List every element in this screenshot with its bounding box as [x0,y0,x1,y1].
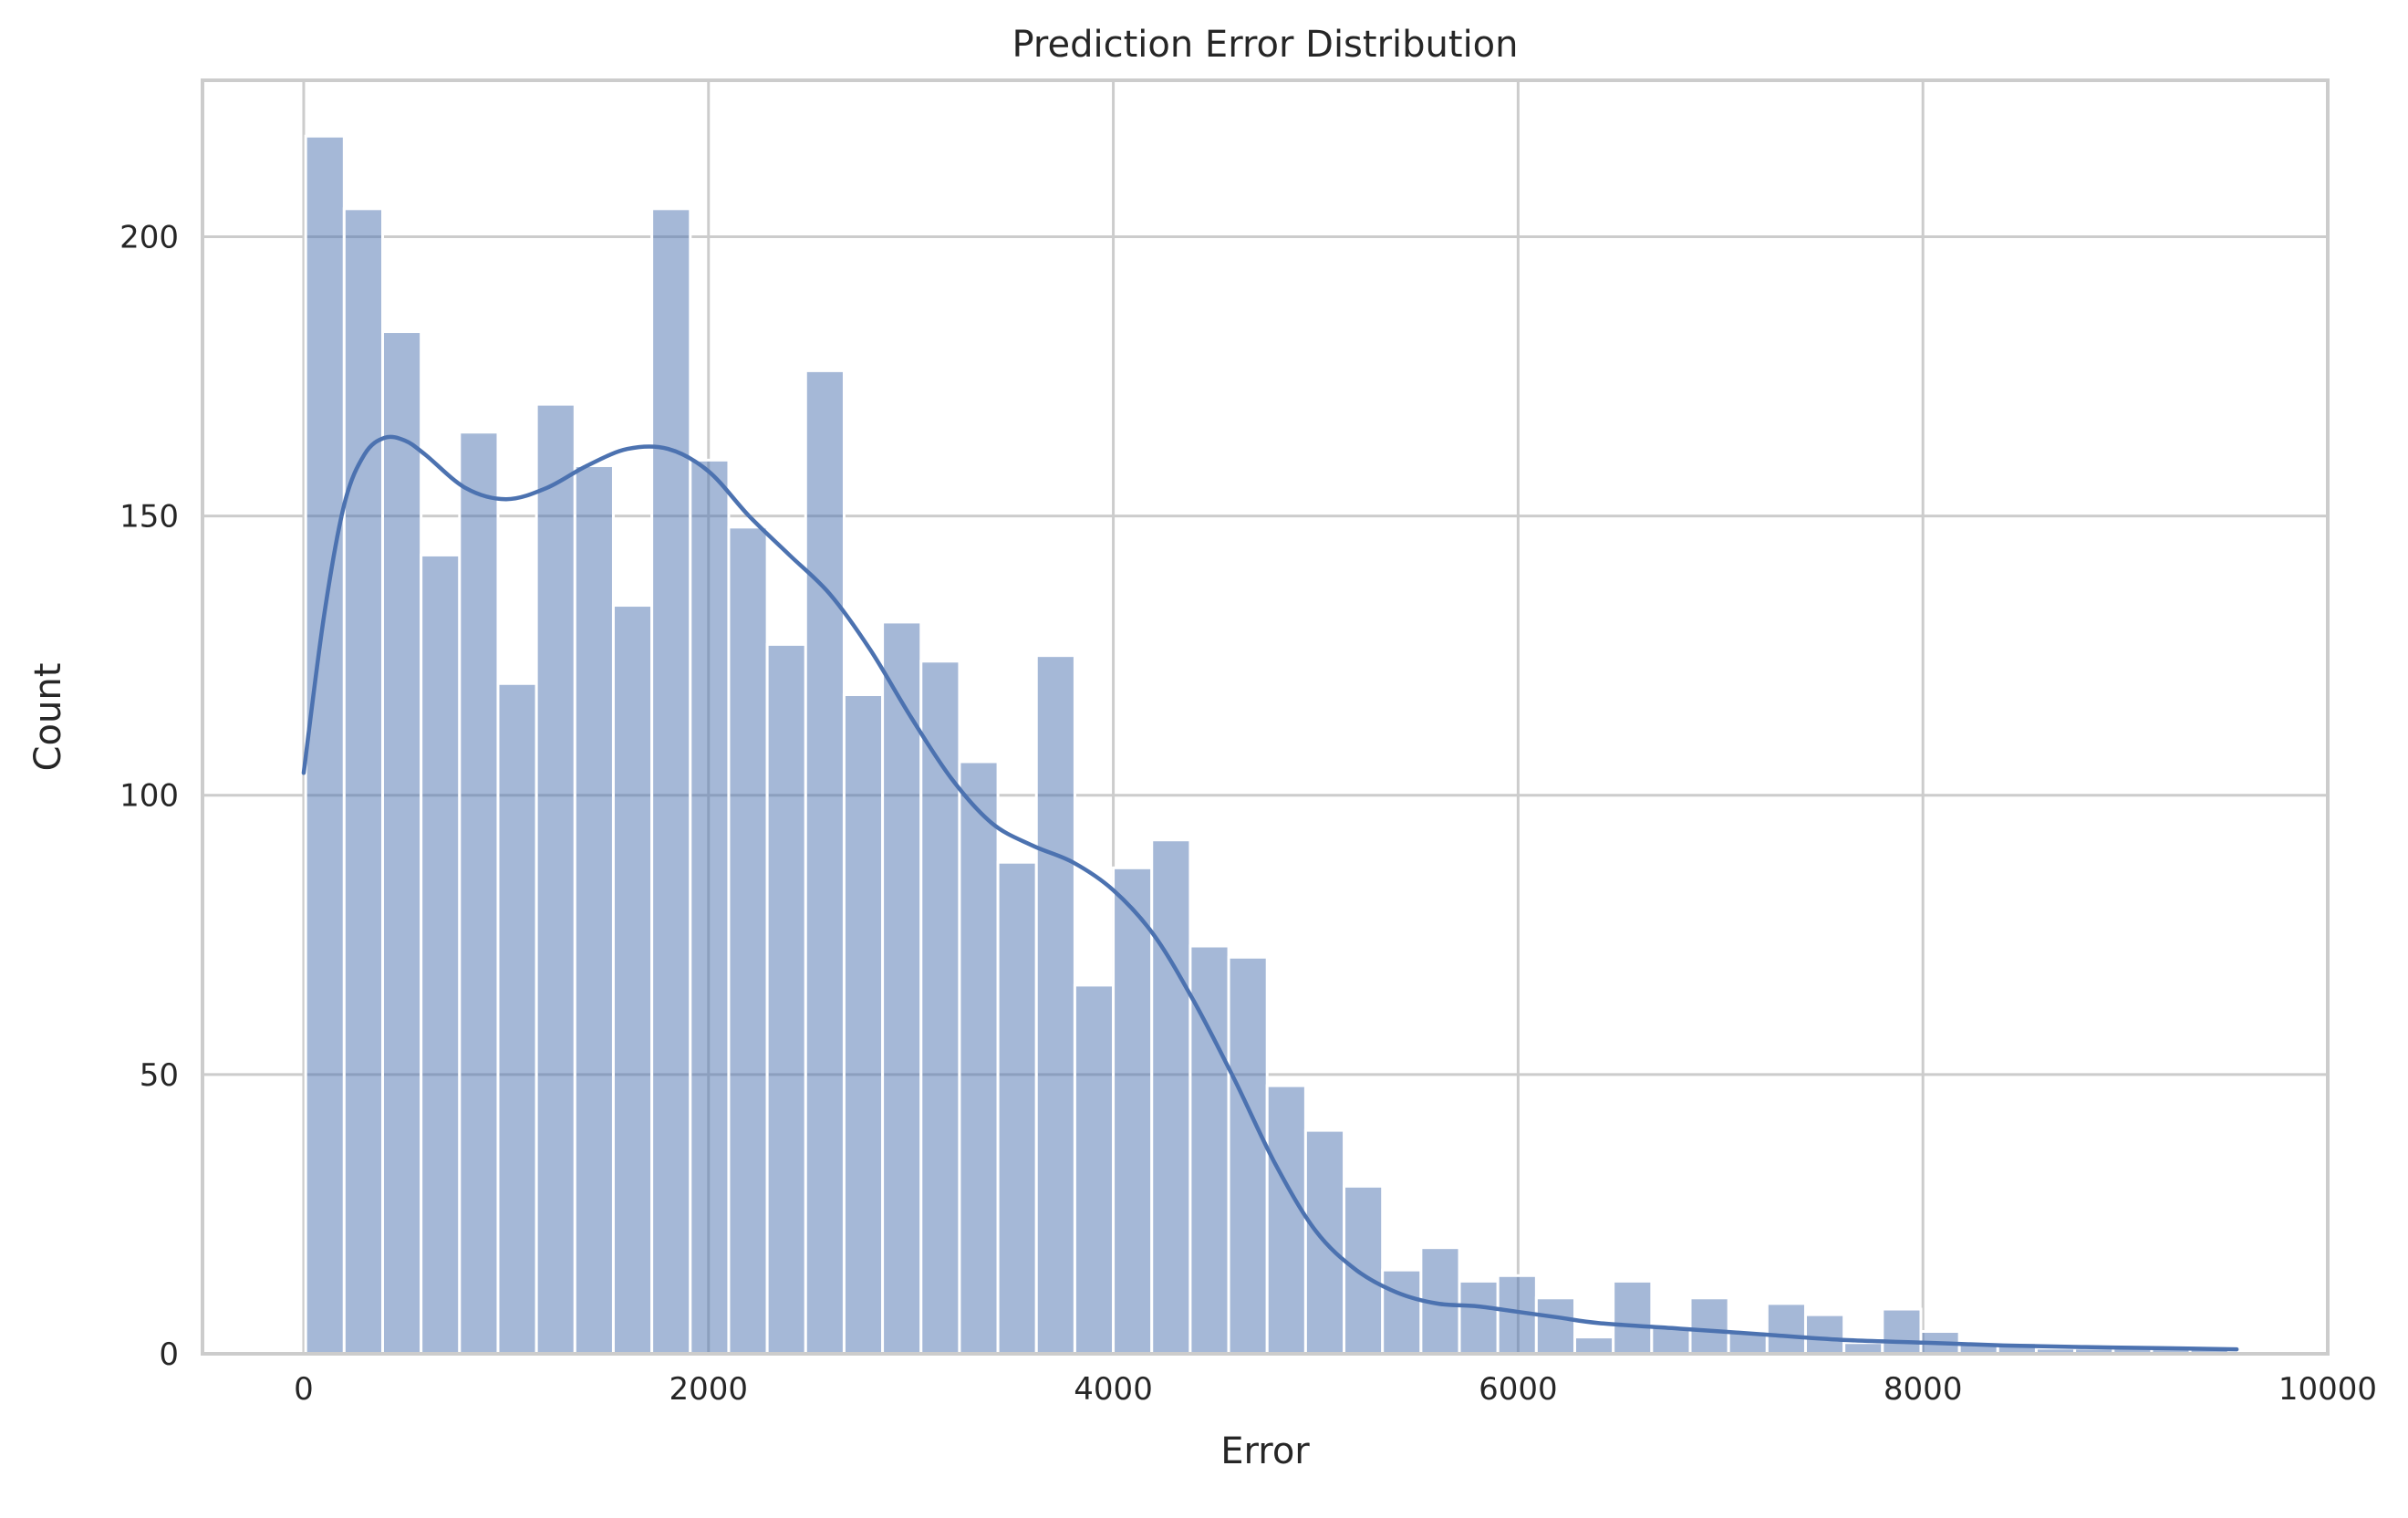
histogram-bar [1573,1336,1615,1356]
histogram-bar [1034,654,1076,1356]
x-tick-label: 0 [294,1371,314,1408]
histogram-bar [1765,1302,1807,1356]
histogram-bar [996,860,1038,1356]
histogram-bar [1534,1296,1577,1356]
kde-line [301,434,2239,1352]
x-tick-label: 4000 [1074,1371,1153,1408]
histogram-bar [1265,1084,1307,1356]
histogram-bars [304,134,2230,1356]
y-tick-label: 100 [119,778,179,815]
histogram-bar [1150,838,1192,1356]
histogram-bar [1688,1296,1730,1356]
histogram-bar [1612,1279,1654,1356]
histogram-bar [458,431,500,1356]
y-tick-label: 50 [140,1057,179,1094]
x-tick-label: 8000 [1884,1371,1963,1408]
histogram-bar [573,463,615,1356]
chart-title: Prediction Error Distribution [1012,24,1519,66]
histogram-bar [420,553,462,1356]
plot-frame [201,78,2330,1356]
y-tick-label: 0 [159,1336,179,1373]
histogram-bar [1803,1313,1846,1356]
histogram-bar [1227,955,1269,1356]
y-tick-labels: 0 50 100 150 200 [119,219,179,1373]
x-tick-label: 10000 [2278,1371,2377,1408]
kde-layer [301,434,2239,1352]
histogram-bar [958,760,1000,1356]
histogram-bar [842,693,885,1356]
x-axis-label: Error [1220,1430,1310,1472]
y-tick-label: 200 [119,219,179,255]
histogram-bar [1112,866,1154,1356]
histogram-bar [380,330,423,1356]
histogram-bar [727,525,769,1356]
y-tick-label: 150 [119,499,179,535]
histogram-bar [804,369,846,1356]
x-tick-label: 2000 [669,1371,748,1408]
histogram-bar [881,620,923,1356]
histogram-bar [1881,1307,1923,1356]
histogram-bar [919,660,961,1356]
histogram-bar [650,207,692,1356]
histogram-bar [1343,1184,1385,1356]
histogram-bar [342,207,384,1356]
histogram-bar [765,642,807,1356]
histogram-bar [689,458,731,1356]
histogram-bar [1188,944,1230,1356]
y-axis-label: Count [27,663,69,772]
histogram-bar [1073,983,1116,1356]
histogram-bar [1458,1279,1500,1356]
histogram-bar [304,134,346,1356]
histogram-bar [535,402,576,1356]
x-tick-label: 6000 [1479,1371,1558,1408]
histogram-bar [611,604,654,1356]
x-tick-labels: 0 2000 4000 6000 8000 10000 [294,1371,2377,1408]
histogram-bar [1381,1268,1423,1356]
histogram-bar [496,681,538,1356]
